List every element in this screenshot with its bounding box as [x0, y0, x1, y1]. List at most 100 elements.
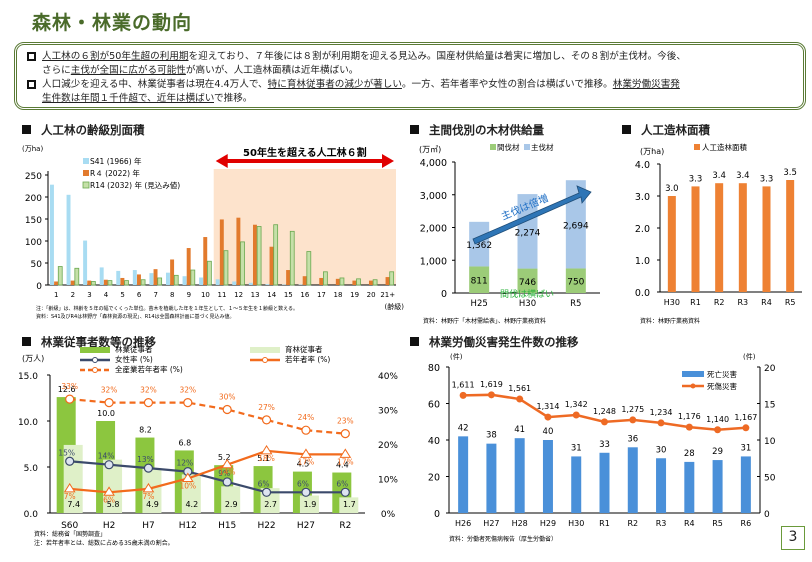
line-female-rate [69, 460, 346, 494]
x-tick-label: R1 [599, 519, 610, 528]
marker-triangle [181, 472, 194, 482]
bar-s41 [49, 184, 54, 285]
bar-r4 [236, 217, 241, 285]
data-label: 3.4 [712, 171, 726, 181]
emphasis-text: 特に育林従事者の減少が著しい [267, 79, 402, 90]
y-tick-label: 60 [428, 400, 440, 411]
square-bullet-icon [22, 337, 31, 346]
y-tick-label: 50 [31, 260, 43, 270]
y-tick-label: 1,000 [420, 256, 447, 267]
highlight-label: 50年生を超える人工林６割 [243, 146, 367, 159]
chart-source: 資料：林野庁「木材需給表」、林野庁業務資料 [423, 317, 546, 325]
marker-circle [572, 411, 580, 419]
marker-triangle [103, 486, 115, 496]
data-label: 6.8 [178, 438, 191, 447]
data-label: 6% [258, 479, 270, 488]
x-tick-label: 17 [317, 291, 326, 299]
bar-r14 [140, 279, 146, 286]
bar-r4 [319, 277, 324, 285]
data-label: 4.9 [146, 500, 159, 509]
bar-fatal-accidents [458, 436, 469, 513]
data-label: 17% [298, 457, 315, 466]
x-tick-label: 7 [153, 291, 157, 299]
data-label: 3.4 [736, 171, 750, 181]
x-tick-label: H30 [519, 299, 536, 309]
y-tick-label: 10.0 [18, 418, 38, 428]
bar-r14 [74, 267, 80, 286]
marker-circle [143, 463, 154, 473]
summary-segment: さらに [42, 65, 71, 76]
x-tick-label: H25 [471, 299, 488, 309]
supply-chart: (万㎥) 0 1,000 2,000 3,000 4,000 811 1,362 H25 746 2… [419, 142, 600, 325]
y-tick-label: 3,000 [420, 191, 447, 202]
chart-note: 資料：S41及びR4は林野庁「森林資源の現況」、R14は全国森林計画に基づく見込… [36, 313, 235, 320]
data-label: 1,611 [452, 380, 475, 389]
bar-s41 [99, 267, 104, 285]
legend-label: 死傷災害 [707, 381, 737, 391]
summary-segment: を迎えており、７年後には８割が利用期を迎える見込み。国産材供給量は着実に増加し、… [188, 51, 686, 62]
y-tick-label: 4.0 [635, 160, 650, 171]
y-axis-label: (件) [450, 352, 463, 361]
legend-label: 全産業若年者率 (%) [115, 364, 183, 374]
data-label: 1,140 [706, 415, 729, 424]
data-label: 1,275 [621, 405, 644, 414]
data-label: 38 [486, 431, 497, 441]
bar-thinning [517, 268, 538, 293]
data-label: 41 [514, 425, 525, 435]
data-label: 3.5 [783, 168, 797, 178]
x-tick-label: H28 [512, 519, 528, 528]
data-label: 32% [140, 386, 157, 395]
checkbox-square-icon [27, 80, 36, 89]
data-label: 14% [98, 452, 115, 461]
bar-silviculture-workers [339, 497, 359, 513]
data-label: 3.3 [760, 174, 774, 184]
marker-circle [340, 429, 350, 439]
legend-marker [92, 357, 98, 363]
bar-fatal-accidents [712, 460, 723, 513]
bar-r4 [103, 279, 108, 285]
y-axis-label: (万ha) [640, 147, 664, 156]
x-tick-label: H15 [218, 521, 236, 531]
x-tick-label: 21+ [380, 291, 395, 299]
marker-triangle [142, 482, 155, 493]
y-tick-label: 1.0 [635, 256, 650, 267]
bar-r4 [70, 280, 75, 285]
x-tick-label: H27 [297, 521, 315, 531]
data-label: 1,176 [678, 412, 701, 421]
x-tick-label: 18 [334, 291, 343, 299]
data-label: 5.8 [107, 500, 120, 509]
data-label: 6% [297, 479, 309, 488]
bar-r14 [157, 277, 163, 286]
marker-circle [629, 416, 637, 424]
x-tick-label: R4 [684, 519, 695, 528]
emphasis-text: 生件数は年間１千件超で、近年は横ばい [42, 93, 215, 104]
x-tick-label: H29 [540, 519, 556, 528]
square-bullet-icon [622, 125, 631, 134]
legend-marker [690, 383, 696, 389]
y-tick-label: 0 [434, 509, 440, 520]
bar-fatal-accidents [656, 458, 667, 513]
data-label: 1.9 [304, 500, 317, 509]
marker-circle [104, 460, 114, 470]
marker-triangle [300, 448, 312, 458]
section-title-text: 人工林の齢級別面積 [41, 123, 145, 137]
data-label: 14% [219, 468, 236, 477]
legend-swatch [682, 371, 704, 377]
data-label: 746 [519, 278, 536, 288]
marker-circle [742, 424, 750, 432]
data-label: 13% [137, 455, 154, 464]
bar-r4 [54, 281, 59, 285]
data-label: 31 [740, 443, 751, 453]
data-label: 30% [219, 393, 236, 402]
legend-swatch [83, 158, 89, 164]
y-tick-label: 250 [25, 172, 42, 182]
section-title-text: 人工造林面積 [641, 123, 710, 137]
section-title-text: 林業従事者数等の推移 [41, 335, 156, 349]
accidents-chart: (件) 0 20 40 60 80 0 500 1000 1500 2000 (件) 42 H26 38 H2… [428, 352, 775, 543]
data-label: 1,234 [650, 408, 673, 417]
bar-final-cut [565, 180, 586, 269]
y-axis-label: (万人) [22, 354, 44, 363]
y2-tick-label: 20% [378, 441, 398, 451]
x-tick-label: H7 [142, 521, 155, 531]
